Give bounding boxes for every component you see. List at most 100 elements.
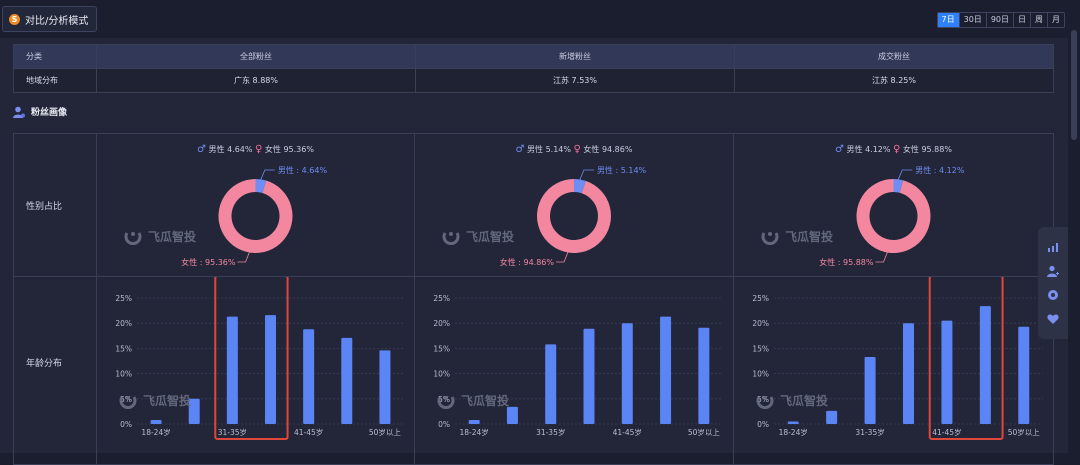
legend-male[interactable]: 男性 4.12% [846,145,891,154]
age-bar-chart: 0% 5% 10% 15% 20% 25% 18-24岁 31-35岁 41-45岁 50岁以上 [752,277,1043,440]
range-90d-button[interactable]: 90日 [987,13,1014,27]
y-tick-label: 10% [752,370,769,379]
male-slice[interactable] [574,179,586,194]
header-new-fans: 新增粉丝 [415,45,734,68]
bar-31-35岁[interactable] [545,344,557,424]
bar-18-24岁[interactable] [468,419,480,424]
chart-icon[interactable] [1047,241,1059,253]
range-month-button[interactable]: 月 [1052,15,1060,24]
female-icon: ♀ [893,144,901,155]
fan-profile-grid: 性别占比 年龄分布 ♂ 男性 4.64% ♀ 女性 95.36% 男性 : 4.6… [13,133,1054,465]
female-leader-line [556,251,569,263]
main-content: 分类 全部粉丝 新增粉丝 成交粉丝 地域分布 广东 8.88% 江苏 7.53%… [0,38,1068,465]
bar-46-50岁[interactable] [979,306,991,424]
female-leader-line [875,251,888,263]
female-data-label: 女性 : 94.86% [500,257,555,267]
x-tick-label: 41-45岁 [613,427,642,437]
bar-46-50岁[interactable] [341,337,353,424]
range-30d-button[interactable]: 30日 [960,13,987,27]
male-icon: ♂ [835,144,844,155]
y-tick-label: 0% [120,420,132,429]
age-bar-chart: 0% 5% 10% 15% 20% 25% 18-24岁 31-35岁 41-45岁 50岁以上 [115,277,404,440]
y-tick-label: 20% [115,319,132,328]
bar-36-40岁[interactable] [583,328,595,424]
male-data-label: 男性 : 5.14% [597,165,647,175]
watermark: 飞瓜智投 [442,227,514,245]
col-divider [96,134,97,464]
heart-icon[interactable] [1047,313,1059,325]
watermark-logo-icon [761,232,779,245]
compare-table: 分类 全部粉丝 新增粉丝 成交粉丝 地域分布 广东 8.88% 江苏 7.53%… [13,44,1054,93]
bar-25-30岁[interactable] [506,406,518,424]
female-data-label: 女性 : 95.36% [181,257,236,267]
legend-male[interactable]: 男性 4.64% [208,145,253,154]
male-slice[interactable] [893,179,903,193]
legend-female[interactable]: 女性 95.88% [902,145,952,154]
range-7d-button[interactable]: 7日 [937,13,960,27]
header-all-fans: 全部粉丝 [96,45,415,68]
compare-mode-label: 对比/分析模式 [25,15,89,27]
x-tick-label: 50岁以上 [1008,427,1041,437]
y-tick-label: 25% [433,294,450,303]
gender-legend: ♂ 男性 4.12% ♀ 女性 95.88% [734,144,1053,155]
bar-41-45岁[interactable] [941,320,953,424]
male-slice[interactable] [255,179,267,194]
watermark-logo-icon [124,232,142,245]
legend-female[interactable]: 女性 95.36% [264,145,314,154]
bar-50岁以上[interactable] [698,327,710,424]
circle-icon[interactable] [1047,289,1059,301]
gender-panel-deal: ♂ 男性 4.12% ♀ 女性 95.88% 男性 : 4.12% 女性 : 95.… [734,134,1053,276]
y-tick-label: 15% [752,344,769,353]
x-tick-label: 41-45岁 [932,427,961,437]
col-divider [733,134,734,464]
header-category: 分类 [26,52,42,61]
y-tick-label: 5% [120,395,132,404]
bar-18-24岁[interactable] [787,421,799,424]
y-tick-label: 15% [433,344,450,353]
range-week-button[interactable]: 周 [1031,13,1048,27]
bar-25-30岁[interactable] [188,398,200,424]
user-add-icon[interactable] [1047,265,1059,277]
row-label-region: 地域分布 [26,76,58,85]
bar-36-40岁[interactable] [903,323,914,424]
bar-41-45岁[interactable] [303,329,315,424]
s-logo-icon: S [9,13,20,25]
bar-50岁以上[interactable] [1018,326,1030,424]
x-tick-label: 41-45岁 [294,427,323,437]
y-tick-label: 0% [438,420,450,429]
x-tick-label: 18-24岁 [779,427,808,437]
y-tick-label: 10% [433,370,450,379]
age-panel-new: 0% 5% 10% 15% 20% 25% 18-24岁 31-35岁 41-45岁 50岁以上 飞… [415,277,733,464]
watermark: 飞瓜智投 [119,391,191,409]
watermark: 飞瓜智投 [124,227,196,245]
female-slice[interactable] [218,179,293,253]
bar-41-45岁[interactable] [621,323,633,424]
watermark: 飞瓜智投 [437,391,509,409]
bar-46-50岁[interactable] [660,316,672,424]
page-scrollbar[interactable] [1068,0,1080,453]
scroll-thumb[interactable] [1071,30,1077,140]
female-icon: ♀ [255,144,263,155]
y-tick-label: 20% [752,319,769,328]
gender-panel-all: ♂ 男性 4.64% ♀ 女性 95.36% 男性 : 4.64% 女性 : 95.… [97,134,414,276]
range-day-button[interactable]: 日 [1014,13,1031,27]
bar-25-30岁[interactable] [826,410,838,424]
bar-31-35岁[interactable] [864,356,876,424]
x-tick-label: 31-35岁 [855,427,884,437]
y-tick-label: 20% [433,319,450,328]
bar-50岁以上[interactable] [379,350,391,424]
legend-female[interactable]: 女性 94.86% [583,145,633,154]
row-divider [14,276,1053,277]
bar-31-35岁[interactable] [226,316,238,424]
bar-36-40岁[interactable] [265,315,276,424]
female-slice[interactable] [856,179,931,253]
person-icon [13,106,25,118]
watermark-text: 飞瓜智投 [785,229,834,244]
compare-mode-button[interactable]: S 对比/分析模式 [2,6,98,32]
watermark: 飞瓜智投 [761,227,833,245]
y-tick-label: 10% [115,370,132,379]
bar-18-24岁[interactable] [150,419,162,424]
legend-male[interactable]: 男性 5.14% [527,145,571,154]
female-slice[interactable] [537,179,611,253]
time-range-group: 7日 30日 90日 日 周 月 [936,12,1065,28]
